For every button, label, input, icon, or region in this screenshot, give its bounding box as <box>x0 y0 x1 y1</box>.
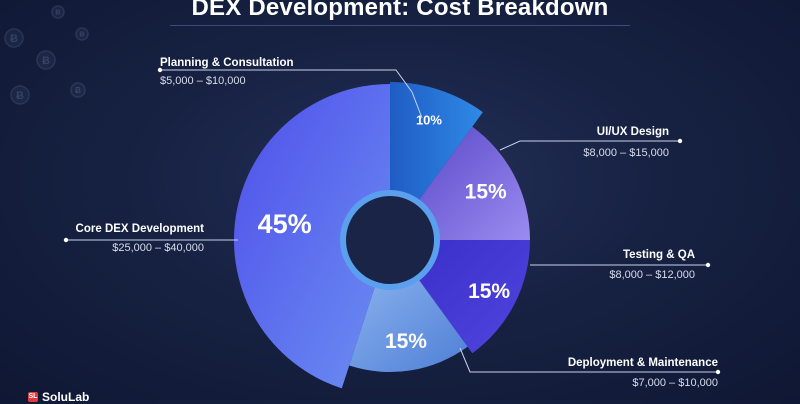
bitcoin-coin-icon: Ƀ <box>75 27 89 41</box>
slice-testing <box>415 240 530 354</box>
callout-uiux-leader-line <box>499 140 680 151</box>
callout-planning: Planning & Consultation $5,000 – $10,000 <box>157 57 423 119</box>
slice-core-percent-label: 45% <box>258 209 312 239</box>
svg-text:Ƀ: Ƀ <box>79 30 84 39</box>
slice-planning-percent-label: 10% <box>416 113 442 128</box>
svg-text:Ƀ: Ƀ <box>55 8 60 17</box>
callout-core: Core DEX Development $25,000 – $40,000 <box>63 223 238 254</box>
brand-name: SoluLab <box>42 390 90 404</box>
slice-core <box>234 84 390 389</box>
donut-hole <box>340 190 440 290</box>
chart-title: DEX Development: Cost Breakdown <box>191 0 609 21</box>
callout-core-name: Core DEX Development <box>76 223 205 235</box>
bitcoin-coin-icon: Ƀ <box>10 85 30 105</box>
callout-uiux-range: $8,000 – $15,000 <box>583 147 669 159</box>
slice-testing-percent-label: 15% <box>468 280 510 303</box>
callout-deployment-name: Deployment & Maintenance <box>568 357 718 369</box>
bitcoin-coin-icon: Ƀ <box>51 5 65 19</box>
brand-mark-icon: SL <box>28 392 38 402</box>
bitcoin-coin-icon: Ƀ <box>36 50 56 70</box>
callout-planning-name: Planning & Consultation <box>160 57 294 69</box>
callout-core-dot <box>63 237 69 243</box>
callout-testing-dot <box>705 262 711 268</box>
brand-logo: SL SoluLab <box>28 390 89 404</box>
bitcoin-coin-icon: Ƀ <box>70 82 86 98</box>
callout-planning-leader-line <box>160 69 423 119</box>
title-divider <box>170 25 630 26</box>
callout-uiux-dot <box>677 138 683 144</box>
svg-text:Ƀ: Ƀ <box>16 90 24 102</box>
callout-planning-dot <box>157 67 163 73</box>
callout-deployment-range: $7,000 – $10,000 <box>632 377 718 389</box>
slice-deployment <box>349 275 468 373</box>
slice-planning <box>390 82 483 205</box>
callout-deployment-dot <box>715 369 721 375</box>
callout-core-range: $25,000 – $40,000 <box>112 242 204 254</box>
slice-uiux <box>415 126 530 240</box>
callout-uiux-name: UI/UX Design <box>597 126 669 138</box>
callout-testing: Testing & QA $8,000 – $12,000 <box>530 249 711 281</box>
callout-testing-range: $8,000 – $12,000 <box>609 269 695 281</box>
svg-text:Ƀ: Ƀ <box>10 33 18 45</box>
callout-deployment-leader-line <box>459 347 718 373</box>
callout-deployment: Deployment & Maintenance $7,000 – $10,000 <box>459 347 721 389</box>
callout-planning-range: $5,000 – $10,000 <box>160 75 246 87</box>
callout-testing-name: Testing & QA <box>623 249 695 261</box>
slice-uiux-percent-label: 15% <box>465 181 507 204</box>
callout-uiux: UI/UX Design $8,000 – $15,000 <box>499 126 683 159</box>
svg-text:Ƀ: Ƀ <box>75 85 81 95</box>
bitcoin-coin-icon: Ƀ <box>4 28 24 48</box>
slice-deployment-percent-label: 15% <box>385 330 427 353</box>
svg-text:Ƀ: Ƀ <box>42 55 50 67</box>
